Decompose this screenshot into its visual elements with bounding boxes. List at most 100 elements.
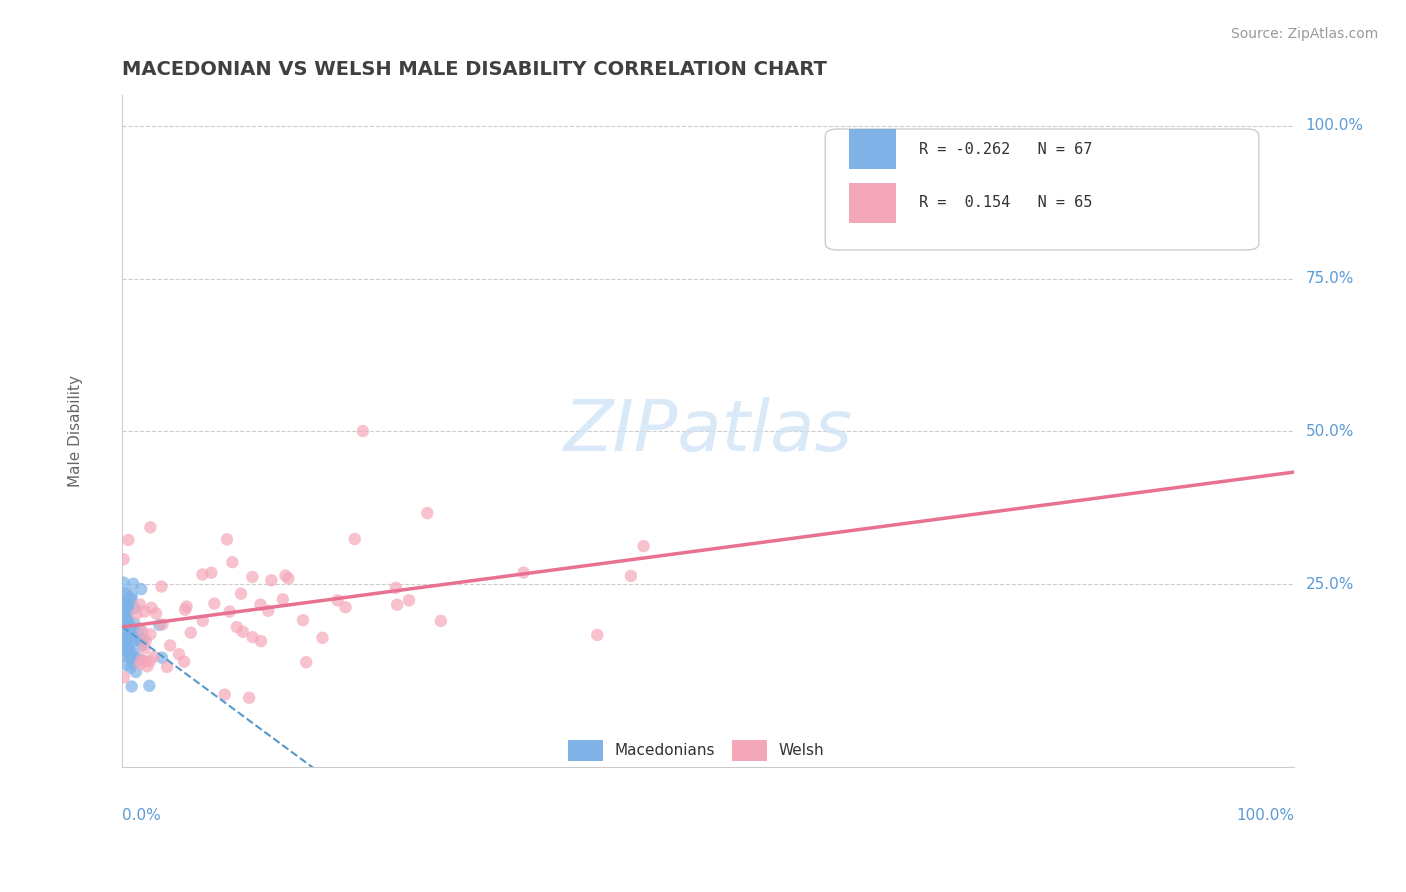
Point xyxy=(125,607,148,621)
Point xyxy=(115,607,138,621)
Point xyxy=(586,628,609,642)
Point xyxy=(260,574,283,588)
Point xyxy=(112,575,135,590)
Point xyxy=(114,612,136,626)
Point xyxy=(112,597,135,611)
Point xyxy=(229,587,252,601)
Point xyxy=(117,631,139,645)
Text: 75.0%: 75.0% xyxy=(1306,271,1354,286)
Bar xyxy=(568,740,603,761)
Point xyxy=(225,620,247,634)
Point xyxy=(620,569,643,583)
Point xyxy=(122,646,145,660)
Point xyxy=(271,592,294,607)
Point xyxy=(114,639,136,653)
Text: MACEDONIAN VS WELSH MALE DISABILITY CORRELATION CHART: MACEDONIAN VS WELSH MALE DISABILITY CORR… xyxy=(122,60,827,78)
Point xyxy=(139,627,162,641)
Point xyxy=(117,628,139,642)
Point xyxy=(121,680,143,694)
Point xyxy=(221,555,243,569)
Point xyxy=(134,605,156,619)
Point xyxy=(131,638,153,652)
Text: 25.0%: 25.0% xyxy=(1306,576,1354,591)
Text: R = -0.262   N = 67: R = -0.262 N = 67 xyxy=(920,142,1092,157)
Point xyxy=(120,661,142,675)
Point xyxy=(250,634,273,648)
FancyBboxPatch shape xyxy=(825,129,1258,250)
Bar xyxy=(849,129,896,169)
Point xyxy=(138,679,160,693)
Point xyxy=(112,625,135,640)
Point xyxy=(112,632,135,646)
Point xyxy=(124,616,146,631)
Point xyxy=(115,649,138,664)
Point xyxy=(150,580,173,594)
Point xyxy=(416,506,439,520)
Point xyxy=(131,624,153,639)
Point xyxy=(117,599,139,614)
Point xyxy=(117,602,139,616)
Point xyxy=(232,624,254,639)
Point xyxy=(132,632,155,646)
Point xyxy=(117,601,139,615)
Point xyxy=(118,644,141,658)
Point xyxy=(335,600,357,615)
Point xyxy=(180,625,202,640)
Point xyxy=(122,576,145,591)
Point xyxy=(136,659,159,673)
Point xyxy=(121,625,143,640)
Point xyxy=(218,605,240,619)
Point xyxy=(385,598,408,612)
Text: 50.0%: 50.0% xyxy=(1306,424,1354,439)
Point xyxy=(128,632,150,646)
Point xyxy=(152,617,174,632)
Point xyxy=(112,632,135,646)
Point xyxy=(112,670,135,684)
Point xyxy=(118,622,141,636)
Point xyxy=(120,591,142,606)
Text: R =  0.154   N = 65: R = 0.154 N = 65 xyxy=(920,195,1092,211)
Point xyxy=(214,688,236,702)
Point xyxy=(129,598,152,612)
Point xyxy=(115,586,138,600)
Point xyxy=(118,629,141,643)
Point xyxy=(343,532,366,546)
Point xyxy=(191,614,214,628)
Point xyxy=(124,649,146,664)
Point xyxy=(176,599,198,614)
Point xyxy=(131,653,153,667)
Point xyxy=(145,607,167,621)
Point xyxy=(173,655,195,669)
Point xyxy=(118,648,141,663)
Point xyxy=(121,652,143,666)
Point xyxy=(326,593,349,607)
Point xyxy=(141,600,163,615)
Point xyxy=(118,644,141,658)
Text: 100.0%: 100.0% xyxy=(1306,119,1364,134)
Point xyxy=(430,614,453,628)
Text: ZIPatlas: ZIPatlas xyxy=(564,397,852,466)
Point xyxy=(398,593,420,607)
Point xyxy=(117,633,139,648)
Point xyxy=(117,615,139,630)
Point xyxy=(148,617,170,632)
Point xyxy=(124,634,146,648)
Point xyxy=(118,618,141,632)
Point xyxy=(191,567,214,582)
Point xyxy=(139,654,162,668)
Point xyxy=(114,618,136,632)
Point xyxy=(115,629,138,643)
Point xyxy=(129,653,152,667)
Point xyxy=(120,649,142,664)
Point xyxy=(200,566,222,580)
Text: 0.0%: 0.0% xyxy=(122,807,162,822)
Point xyxy=(128,623,150,637)
Text: Male Disability: Male Disability xyxy=(67,376,83,487)
Point xyxy=(114,587,136,601)
Point xyxy=(122,656,145,670)
Point xyxy=(174,603,197,617)
Point xyxy=(512,566,534,580)
Point xyxy=(291,613,314,627)
Point xyxy=(112,598,135,612)
Point xyxy=(135,633,157,648)
